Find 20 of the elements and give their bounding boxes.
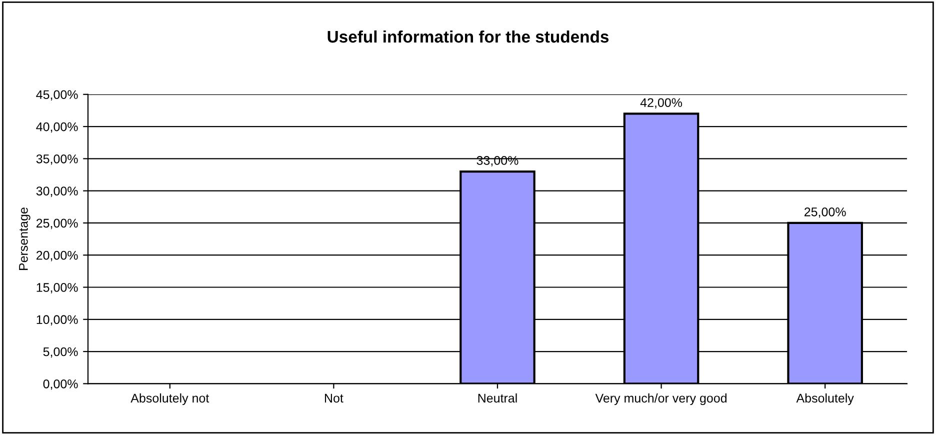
y-tick-label: 5,00% bbox=[43, 347, 78, 358]
y-tick-label: 10,00% bbox=[36, 315, 78, 326]
y-tick-label: 15,00% bbox=[36, 283, 78, 294]
y-tick-label: 30,00% bbox=[36, 186, 78, 197]
y-tick-label: 35,00% bbox=[36, 154, 78, 165]
y-tick-label: 40,00% bbox=[36, 122, 78, 133]
x-tick-label: Neutral bbox=[478, 393, 517, 403]
chart-title: Useful information for the studends bbox=[328, 30, 609, 43]
data-label: 42,00% bbox=[640, 98, 682, 109]
data-label: 33,00% bbox=[476, 156, 518, 166]
y-tick-label: 45,00% bbox=[36, 90, 78, 101]
data-label: 25,00% bbox=[804, 207, 846, 218]
y-tick-label: 25,00% bbox=[36, 218, 78, 230]
x-tick-label: Absolutely not bbox=[130, 393, 210, 406]
y-tick-label: 0,00% bbox=[43, 379, 78, 390]
x-tick-label: Not bbox=[324, 394, 344, 403]
y-tick-label: 20,00% bbox=[36, 250, 78, 262]
x-tick-label: Absolutely bbox=[796, 393, 854, 406]
x-tick-label: Very much/or very good bbox=[595, 393, 726, 406]
y-axis-title: Persentage bbox=[19, 208, 30, 270]
